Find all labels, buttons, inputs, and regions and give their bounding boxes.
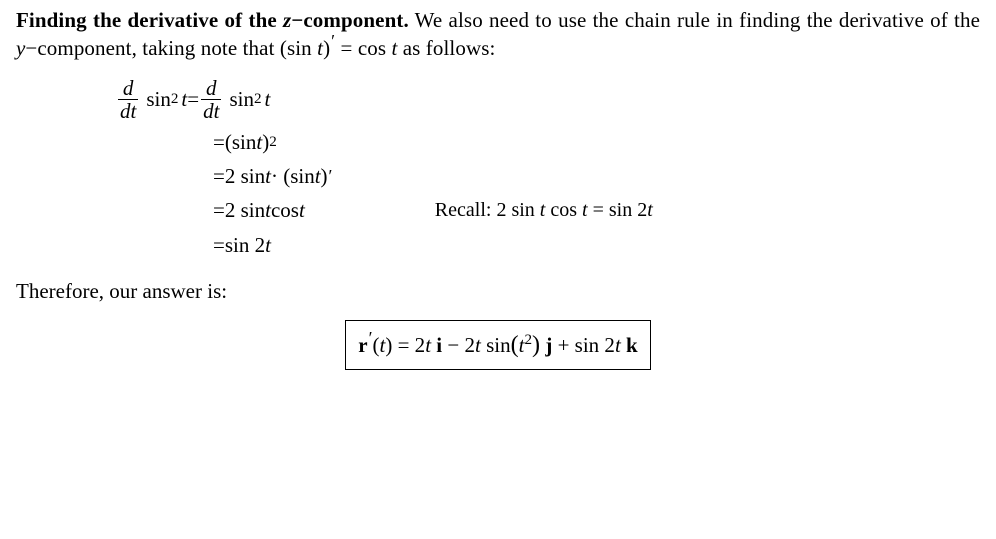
ans-paren-open: ( (511, 331, 519, 358)
recall-note: Recall: 2 sin t cos t = sin 2t (435, 197, 653, 224)
frac-num-rhs: d (204, 77, 219, 99)
l2-close: ) (262, 128, 269, 156)
sentence-part5: as follows: (397, 36, 495, 60)
answer-wrap: r′(t) = 2t i − 2t sin(t2) j + sin 2t k (16, 320, 980, 371)
ans-i: i (431, 333, 447, 357)
l5-a: sin 2 (225, 231, 265, 259)
ans-j: j (540, 333, 558, 357)
frac-ddt-rhs: d dt (201, 77, 221, 122)
frac-ddt-lhs: d dt (118, 77, 138, 122)
sentence-part4: = cos (335, 36, 391, 60)
intro-paragraph: Finding the derivative of the z−componen… (16, 6, 980, 63)
ans-r: r (358, 333, 367, 357)
sentence-part3: ) (323, 36, 330, 60)
recall-mid: cos (545, 199, 582, 221)
sentence-var-y: y (16, 36, 25, 60)
heading-prefix: Finding the derivative of the (16, 8, 283, 32)
l5-t: t (265, 231, 271, 259)
derivation-line-5: = sin 2t (116, 231, 980, 259)
l2-open: (sin (225, 128, 257, 156)
rhs-sin: sin (229, 85, 254, 113)
rhs-t: t (265, 85, 271, 113)
answer-box: r′(t) = 2t i − 2t sin(t2) j + sin 2t k (345, 320, 650, 371)
l3-b: · (sin (271, 162, 315, 190)
frac-num-lhs: d (121, 77, 136, 99)
derivation-line-1: d dt sin2 t = d dt sin2 t (116, 77, 980, 122)
eq-2: = (213, 128, 225, 156)
derivation-line-4: = 2 sin t cos t Recall: 2 sin t cos t = … (116, 196, 980, 224)
l4-t2: t (299, 196, 305, 224)
recall-eq: = sin 2 (588, 199, 648, 221)
l4-a: 2 sin (225, 196, 265, 224)
l4-b: cos (271, 196, 299, 224)
ans-close: ) = 2 (385, 333, 425, 357)
ans-paren-close: ) (532, 331, 540, 358)
recall-t3: t (647, 199, 653, 221)
eq-5: = (213, 231, 225, 259)
ans-open: ( (373, 333, 380, 357)
derivation-block: d dt sin2 t = d dt sin2 t = (sin t)2 = 2… (116, 77, 980, 259)
derivation-line-2: = (sin t)2 (116, 128, 980, 156)
ans-sinopen: sin (481, 333, 511, 357)
eq-4: = (213, 196, 225, 224)
eq-3: = (213, 162, 225, 190)
derivation-line-3: = 2 sin t · (sin t)′ (116, 162, 980, 190)
frac-den-lhs: dt (118, 99, 138, 122)
recall-label: Recall: 2 sin (435, 199, 540, 221)
sentence-part1: We also need to use the chain rule in fi… (409, 8, 980, 32)
lhs-sin: sin (146, 85, 171, 113)
l3-c: ) (321, 162, 328, 190)
sentence-part2: −component, taking note that (sin (25, 36, 317, 60)
ans-plus: + sin 2 (558, 333, 615, 357)
ans-minus: − 2 (447, 333, 475, 357)
ans-k: k (621, 333, 638, 357)
ans-sq: 2 (524, 332, 532, 348)
heading-suffix: −component. (291, 8, 408, 32)
conclusion-text: Therefore, our answer is: (16, 277, 980, 305)
l3-a: 2 sin (225, 162, 265, 190)
frac-den-rhs: dt (201, 99, 221, 122)
eq-1: = (187, 85, 199, 113)
